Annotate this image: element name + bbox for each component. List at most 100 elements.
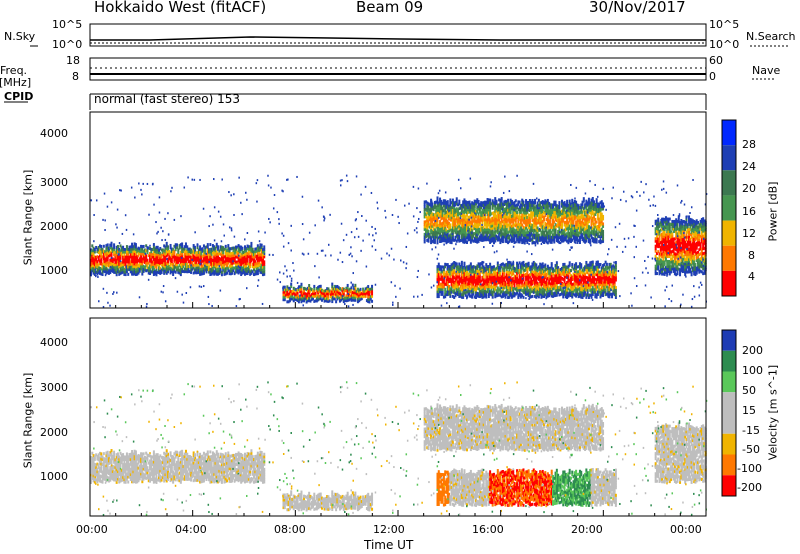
power-cell bbox=[104, 257, 107, 261]
power-cell bbox=[158, 268, 161, 272]
power-cell bbox=[92, 259, 95, 263]
nsearch-tick-bottom: 10^0 bbox=[709, 38, 740, 51]
power-cell bbox=[544, 263, 547, 267]
power-cell bbox=[123, 252, 126, 256]
power-cell bbox=[178, 269, 181, 273]
power-cell bbox=[127, 265, 130, 269]
power-cell bbox=[227, 244, 230, 248]
power-cell bbox=[184, 242, 187, 246]
power-cell bbox=[159, 269, 162, 273]
power-cell bbox=[127, 252, 130, 256]
power-cell bbox=[195, 261, 198, 265]
power-cell bbox=[119, 271, 122, 275]
power-cell bbox=[169, 246, 172, 250]
power-cell bbox=[142, 259, 145, 263]
power-cell bbox=[160, 248, 163, 252]
power-cell bbox=[120, 268, 123, 272]
power-cell bbox=[206, 260, 209, 264]
power-cell bbox=[201, 247, 204, 251]
power-cell bbox=[172, 263, 175, 267]
power-cell bbox=[196, 246, 199, 250]
power-cell bbox=[138, 269, 141, 273]
power-cell bbox=[469, 262, 472, 266]
beam-title: Beam 09 bbox=[356, 0, 424, 16]
power-cell bbox=[122, 270, 125, 274]
power-cell bbox=[114, 250, 117, 254]
power-cell bbox=[134, 268, 137, 272]
power-cell bbox=[558, 201, 561, 205]
power-cell bbox=[197, 260, 200, 264]
power-cell bbox=[165, 249, 168, 253]
power-cell bbox=[155, 260, 158, 264]
nave-label: Nave bbox=[752, 64, 781, 77]
power-cell bbox=[154, 249, 157, 253]
power-cell bbox=[179, 263, 182, 267]
power-cell bbox=[132, 250, 135, 254]
power-cell bbox=[140, 267, 143, 271]
power-cell bbox=[142, 249, 145, 253]
power-cell bbox=[113, 265, 116, 269]
power-cell bbox=[133, 272, 136, 276]
power-cell bbox=[202, 269, 205, 273]
power-cell bbox=[97, 255, 100, 259]
power-cell bbox=[164, 260, 167, 264]
power-cell bbox=[105, 256, 108, 260]
power-cell bbox=[190, 255, 193, 259]
power-cell bbox=[206, 245, 209, 249]
power-cell bbox=[141, 262, 144, 266]
power-cell bbox=[116, 247, 119, 251]
power-cell bbox=[123, 250, 126, 254]
power-cell bbox=[209, 243, 212, 247]
power-cell bbox=[181, 247, 184, 251]
power-cell bbox=[116, 269, 119, 273]
power-cell bbox=[200, 247, 203, 251]
power-cell bbox=[133, 257, 136, 261]
power-cell bbox=[133, 267, 136, 271]
power-cell bbox=[260, 243, 263, 247]
power-cell bbox=[156, 253, 159, 257]
power-cell bbox=[354, 283, 357, 287]
power-cell bbox=[129, 245, 132, 249]
power-cell bbox=[496, 261, 499, 265]
power-cell bbox=[97, 265, 100, 269]
power-cell bbox=[133, 269, 136, 273]
power-cell bbox=[159, 259, 162, 263]
power-cell bbox=[460, 260, 463, 264]
station-title: Hokkaido West (fitACF) bbox=[94, 0, 267, 16]
power-cell bbox=[199, 250, 202, 254]
power-cell bbox=[159, 254, 162, 258]
power-data bbox=[90, 174, 708, 308]
power-cell bbox=[109, 268, 112, 272]
power-cell bbox=[167, 247, 169, 251]
power-cell bbox=[197, 253, 200, 257]
power-cell bbox=[174, 260, 177, 264]
power-cell bbox=[106, 260, 109, 264]
power-cell bbox=[200, 272, 203, 276]
power-cell bbox=[204, 246, 207, 250]
nsearch-label: N.Search bbox=[746, 30, 796, 43]
power-cell bbox=[195, 268, 198, 272]
power-cell bbox=[145, 249, 148, 253]
power-cell bbox=[93, 257, 96, 261]
power-cell bbox=[113, 268, 116, 272]
power-cell bbox=[193, 270, 196, 274]
power-cell bbox=[500, 197, 503, 201]
power-cell bbox=[170, 247, 173, 251]
power-cell bbox=[174, 248, 177, 252]
power-cell bbox=[163, 244, 166, 248]
power-cell bbox=[195, 271, 198, 275]
nave-tick-bottom: 0 bbox=[709, 70, 716, 83]
power-cell bbox=[188, 255, 191, 259]
power-cell bbox=[206, 265, 209, 269]
power-cell bbox=[187, 255, 190, 259]
power-cell bbox=[95, 263, 98, 267]
power-cell bbox=[105, 244, 108, 248]
power-cell bbox=[160, 268, 163, 272]
power-cell bbox=[202, 264, 205, 268]
power-cell bbox=[95, 265, 98, 269]
power-cell bbox=[131, 262, 134, 266]
power-cell bbox=[187, 250, 190, 254]
power-cell bbox=[190, 258, 193, 262]
power-cell bbox=[107, 254, 110, 258]
power-cell bbox=[154, 257, 157, 261]
